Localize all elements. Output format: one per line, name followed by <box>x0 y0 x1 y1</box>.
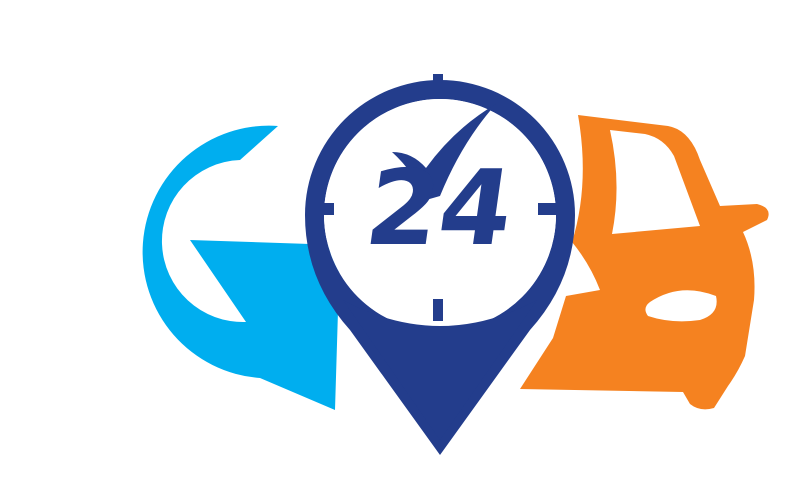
car-icon <box>520 115 769 410</box>
logo-number-24: 24 <box>359 147 521 268</box>
clock-tick-right <box>538 203 558 215</box>
clock-tick-top <box>433 74 443 96</box>
clock-location-pin-icon: 24 <box>305 74 575 455</box>
letter-g-icon <box>142 125 340 410</box>
clock-tick-left <box>314 203 334 215</box>
pin-inner-point <box>343 300 537 440</box>
checkmark-icon <box>392 104 496 200</box>
letter-g-shape <box>142 125 340 410</box>
clock-face <box>324 99 556 331</box>
car-body <box>520 115 769 410</box>
pin-shape <box>305 80 575 455</box>
clock-tick-bottom <box>433 299 443 321</box>
